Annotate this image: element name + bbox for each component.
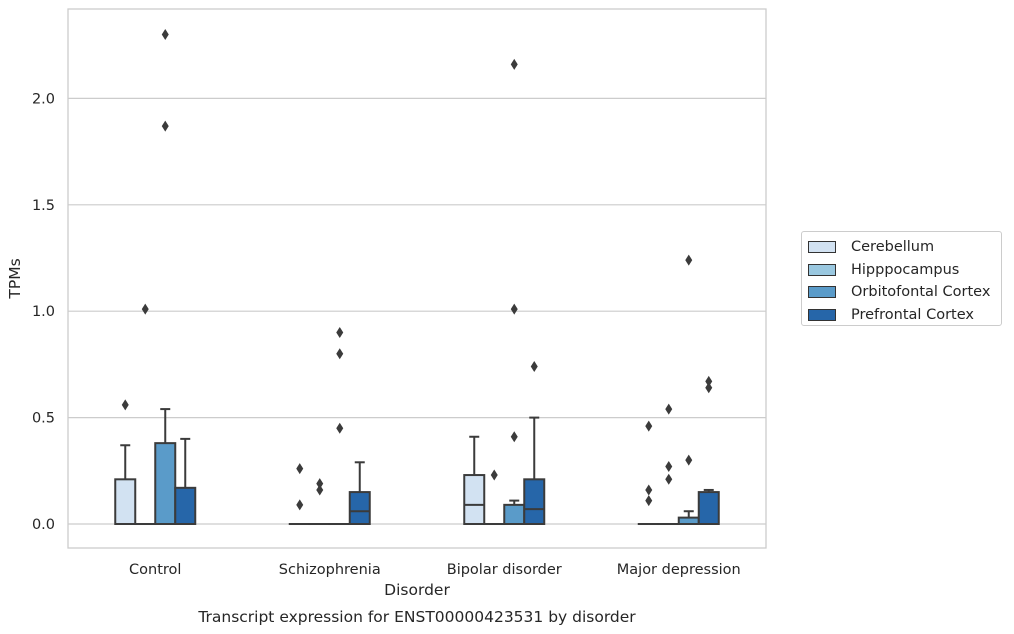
outlier-point bbox=[316, 484, 324, 496]
y-tick-label: 1.0 bbox=[32, 304, 55, 320]
outlier-point bbox=[510, 58, 518, 70]
outlier-point bbox=[121, 399, 129, 411]
outlier-point bbox=[685, 454, 693, 466]
legend-swatch bbox=[808, 286, 836, 299]
box bbox=[308, 478, 331, 526]
outlier-point bbox=[336, 348, 344, 360]
outlier-point bbox=[530, 361, 538, 373]
box bbox=[523, 361, 546, 526]
legend: Cerebellum Hipppocampus Orbitofontal Corte… bbox=[801, 231, 1002, 326]
box-body bbox=[114, 478, 137, 526]
x-tick-label: Control bbox=[129, 562, 181, 578]
box bbox=[348, 461, 371, 525]
box-body bbox=[348, 491, 371, 525]
legend-item: Hipppocampus bbox=[808, 259, 1001, 282]
outlier-point bbox=[685, 254, 693, 266]
box-body bbox=[503, 503, 526, 525]
y-tick-label: 2.0 bbox=[32, 91, 55, 107]
box bbox=[483, 469, 506, 526]
y-tick-labels: 0.0 0.5 1.0 1.5 2.0 bbox=[32, 91, 55, 533]
box bbox=[697, 375, 720, 525]
outlier-point bbox=[336, 422, 344, 434]
y-tick-label: 1.5 bbox=[32, 198, 55, 214]
box bbox=[677, 254, 700, 526]
plot-frame bbox=[67, 8, 767, 549]
outlier-point bbox=[645, 420, 653, 432]
box-groups bbox=[114, 29, 720, 526]
legend-label: Cerebellum bbox=[851, 239, 935, 256]
box bbox=[288, 463, 311, 526]
legend-swatch bbox=[808, 263, 836, 276]
legend-swatch bbox=[808, 308, 836, 321]
y-tick-label: 0.0 bbox=[32, 517, 55, 533]
outlier-point bbox=[296, 463, 304, 475]
box bbox=[463, 435, 486, 525]
legend-label: Hipppocampus bbox=[851, 261, 960, 278]
outlier-point bbox=[336, 326, 344, 338]
box bbox=[134, 303, 157, 526]
outlier-point bbox=[665, 461, 673, 473]
box bbox=[154, 29, 177, 525]
outlier-point bbox=[510, 303, 518, 315]
outlier-point bbox=[665, 473, 673, 485]
box-body bbox=[154, 442, 177, 525]
outlier-point bbox=[645, 495, 653, 507]
box bbox=[114, 399, 137, 526]
outlier-point bbox=[705, 375, 713, 387]
legend-swatch bbox=[808, 241, 836, 254]
outlier-point bbox=[705, 382, 713, 394]
outlier-point bbox=[296, 499, 304, 511]
outlier-point bbox=[665, 403, 673, 415]
y-tick-label: 0.5 bbox=[32, 411, 55, 427]
outlier-point bbox=[490, 469, 498, 481]
box-body bbox=[697, 491, 720, 525]
box bbox=[174, 437, 197, 526]
x-tick-label: Bipolar disorder bbox=[447, 562, 562, 578]
x-tick-labels: Control Schizophrenia Bipolar disorder Majo… bbox=[129, 562, 741, 578]
box bbox=[328, 326, 351, 526]
outlier-point bbox=[161, 120, 169, 132]
outlier-point bbox=[510, 431, 518, 443]
legend-label: Prefrontal Cortex bbox=[851, 306, 974, 323]
box-body bbox=[463, 474, 486, 525]
x-tick-label: Major depression bbox=[617, 562, 741, 578]
legend-item: Cerebellum bbox=[808, 236, 1001, 259]
box bbox=[637, 420, 660, 526]
outlier-point bbox=[645, 484, 653, 496]
box-body bbox=[523, 478, 546, 526]
box bbox=[503, 58, 526, 525]
x-axis-label: Disorder bbox=[384, 581, 450, 599]
legend-label: Orbitofontal Cortex bbox=[851, 284, 991, 301]
legend-item: Prefrontal Cortex bbox=[808, 304, 1001, 327]
y-axis-label: TPMs bbox=[6, 258, 24, 299]
chart-title: Transcript expression for ENST0000042353… bbox=[197, 608, 636, 626]
outlier-point bbox=[316, 478, 324, 490]
outlier-point bbox=[161, 29, 169, 41]
outlier-point bbox=[141, 303, 149, 315]
box bbox=[657, 403, 680, 526]
x-tick-label: Schizophrenia bbox=[279, 562, 381, 578]
legend-item: Orbitofontal Cortex bbox=[808, 281, 1001, 304]
box-body bbox=[174, 486, 197, 526]
